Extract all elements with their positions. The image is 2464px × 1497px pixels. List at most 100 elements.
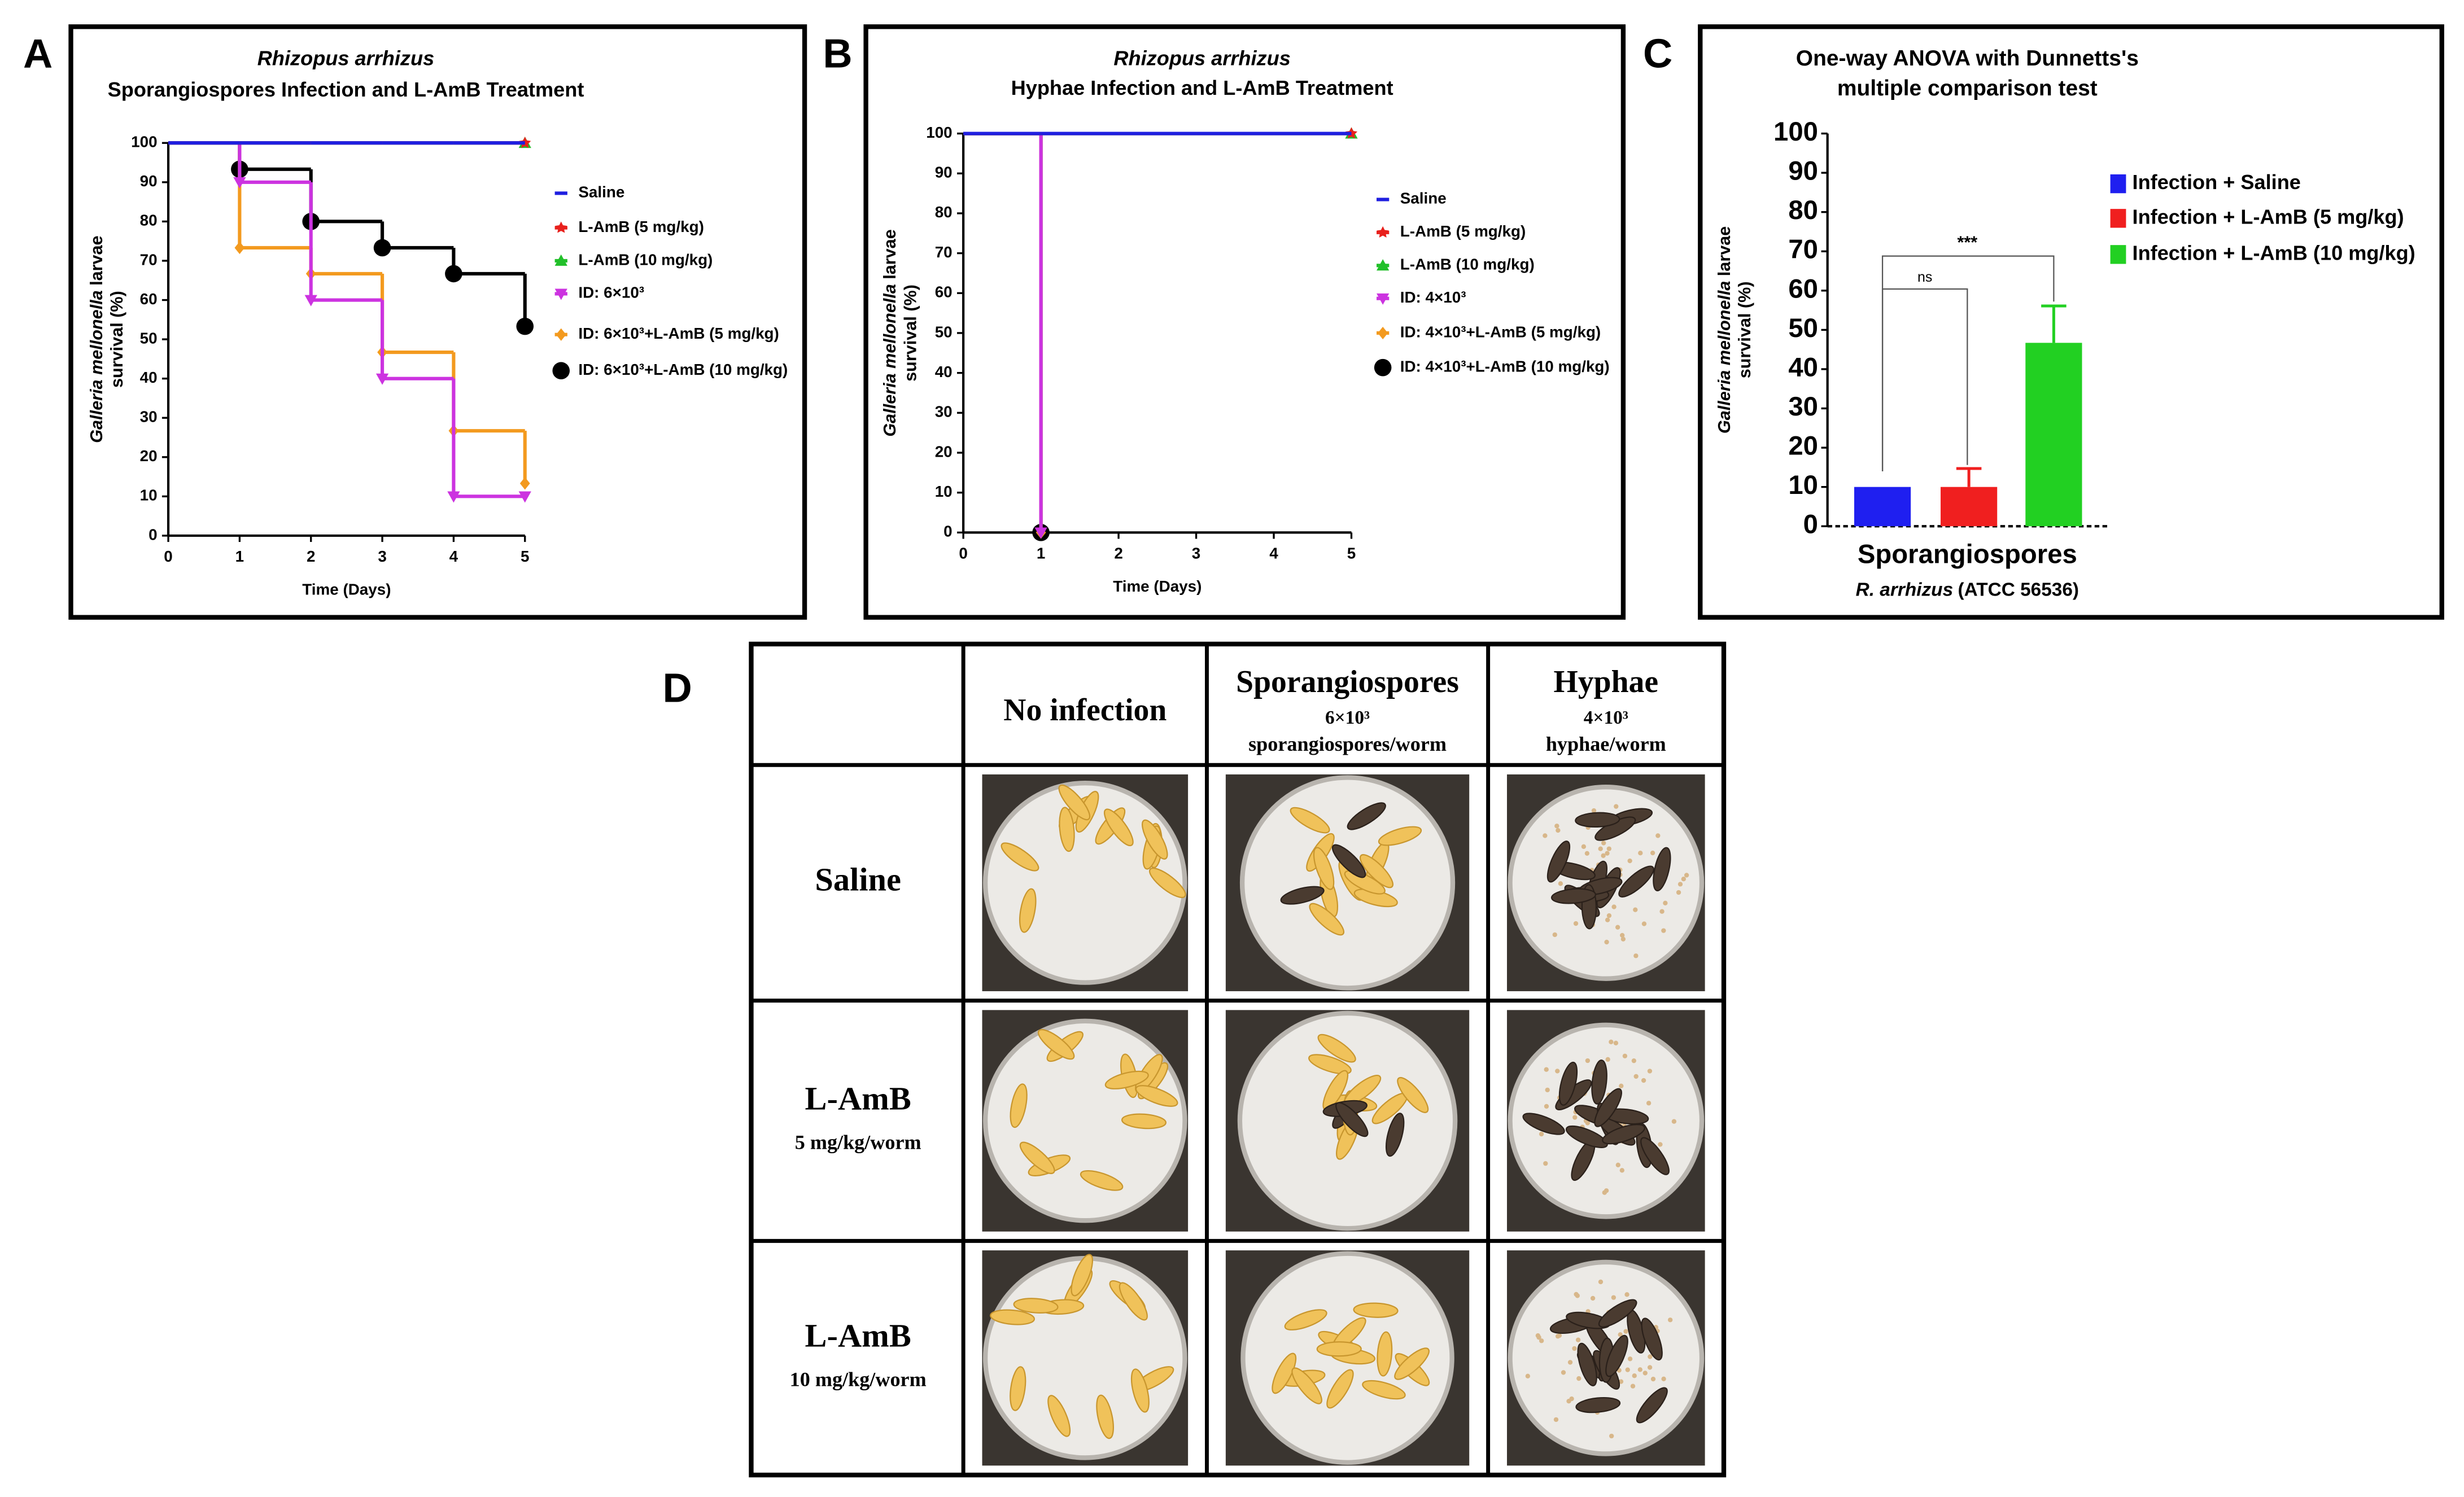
legend-label: L-AmB (5 mg/kg) [578, 218, 704, 235]
legend-label: ID: 4×10³ [1400, 288, 1466, 306]
debris [1554, 824, 1559, 829]
y-tick-label: 80 [1788, 195, 1818, 225]
debris [1561, 1370, 1566, 1375]
larva [1551, 888, 1596, 904]
marker [1377, 226, 1389, 238]
larva [1326, 1369, 1354, 1409]
y-tick-label: 40 [1788, 352, 1818, 382]
panel-a-frame [68, 24, 807, 620]
x-tick-label: 5 [521, 548, 529, 565]
y-tick-label: 30 [1788, 392, 1818, 422]
debris [1663, 900, 1668, 905]
debris [1605, 851, 1610, 856]
photo [1506, 1010, 1705, 1232]
marker [519, 477, 530, 490]
debris [1650, 850, 1655, 856]
larva [990, 1309, 1035, 1325]
y-axis-label-part: larvae [1715, 226, 1734, 277]
larva [1377, 1331, 1393, 1377]
debris [1601, 841, 1606, 846]
debris [1623, 1329, 1628, 1334]
bracket [1881, 288, 1968, 471]
debris [1627, 858, 1632, 864]
larva [1353, 1302, 1399, 1318]
y-tick-label: 40 [935, 363, 953, 380]
row-dose: 10 mg/kg/worm [790, 1368, 927, 1391]
column-unit: sporangiospores/worm [1248, 733, 1447, 755]
row-header: Saline [815, 861, 901, 898]
marker [554, 254, 567, 266]
debris [1572, 1115, 1578, 1120]
y-tick-label: 40 [140, 369, 158, 386]
debris [1630, 1384, 1636, 1389]
marker [234, 241, 245, 255]
debris [1605, 917, 1610, 922]
row-header: L-AmB [805, 1080, 911, 1117]
larva [1558, 1061, 1578, 1106]
larva [1059, 807, 1075, 852]
y-tick-label: 10 [1788, 470, 1818, 500]
y-tick-label: 90 [1788, 156, 1818, 186]
y-tick-label: 60 [935, 283, 953, 301]
x-tick-label: Sporangiospores [1858, 540, 2077, 570]
legend-label: Infection + Saline [2133, 170, 2301, 194]
larva [1019, 888, 1037, 933]
larva [1121, 1113, 1167, 1130]
larva [1316, 1341, 1362, 1357]
y-axis-label-part: larvae [880, 229, 899, 279]
debris [1575, 1337, 1581, 1342]
larva [1546, 841, 1571, 883]
larva [1653, 847, 1671, 891]
x-tick-label: 3 [1192, 545, 1200, 562]
x-axis-label: Time (Days) [1113, 577, 1202, 595]
debris [1650, 1376, 1656, 1382]
x-tick-label: 2 [1114, 545, 1122, 562]
y-tick-label: 0 [148, 526, 157, 543]
larva [1347, 802, 1386, 830]
debris [1624, 1292, 1629, 1297]
x-tick-label: 1 [235, 548, 244, 565]
larva [1309, 903, 1345, 936]
legend-label: L-AmB (5 mg/kg) [1400, 222, 1526, 240]
photo [982, 1250, 1189, 1466]
marker [1377, 293, 1390, 305]
y-tick-label: 70 [140, 251, 158, 268]
x-axis-label: R. arrhizus (ATCC 56536) [1856, 579, 2079, 600]
debris [1633, 953, 1639, 958]
panel-b-frame [863, 24, 1626, 620]
photo [1225, 1010, 1470, 1232]
debris [1667, 1317, 1673, 1323]
debris [1646, 1101, 1652, 1106]
photo [1225, 1250, 1470, 1466]
y-tick-label: 90 [935, 164, 953, 181]
petri-dish [982, 781, 1187, 985]
y-tick-label: 100 [1773, 117, 1818, 147]
larva [1641, 1317, 1663, 1361]
marker [1377, 259, 1390, 271]
y-tick-label: 50 [1788, 313, 1818, 343]
debris [1539, 1338, 1544, 1343]
debris [1543, 1161, 1548, 1166]
legend-label: Saline [578, 183, 624, 201]
larva [1001, 842, 1039, 872]
debris [1641, 1078, 1646, 1083]
debris [1543, 833, 1548, 838]
x-tick-label: 1 [1037, 545, 1045, 562]
x-tick-label: 4 [1269, 545, 1278, 562]
y-axis-label-italic: Galleria mellonella [880, 284, 899, 437]
legend-swatch [2110, 174, 2126, 194]
debris [1677, 882, 1683, 887]
larva [1317, 1034, 1356, 1063]
bar [1941, 487, 1998, 527]
debris [1584, 851, 1590, 856]
debris [1684, 873, 1689, 878]
larva [1566, 1125, 1608, 1148]
debris [1676, 890, 1681, 895]
larva [1618, 865, 1654, 898]
larva [1096, 1394, 1114, 1439]
debris [1633, 1074, 1639, 1079]
column-header: Hyphae [1554, 664, 1659, 699]
marker [445, 265, 462, 283]
larva [1010, 1366, 1026, 1411]
